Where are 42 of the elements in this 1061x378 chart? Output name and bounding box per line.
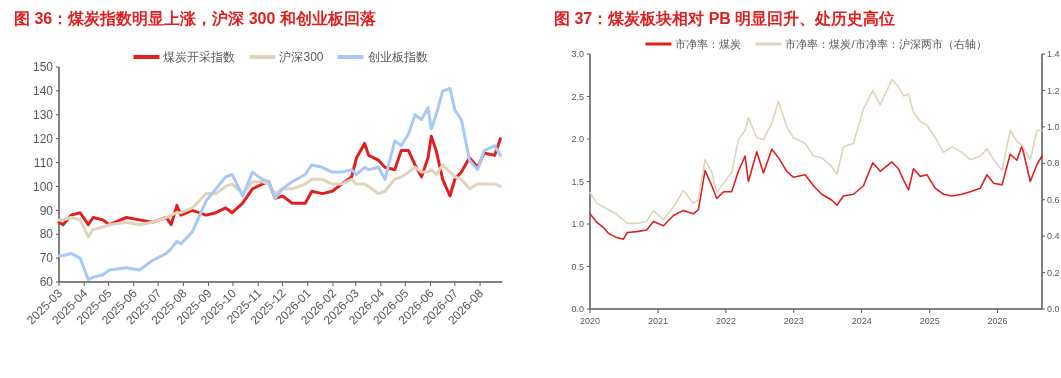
y2-tick-label: 1.4 [1047,49,1060,60]
x-tick-label: 2026 [987,316,1008,326]
y2-tick-label: 0.0 [1047,304,1060,315]
y-tick-label: 80 [39,227,54,242]
x-tick-label: 2025 [919,316,940,326]
legend-label: 市净率：煤炭/市净率：沪深两市（右轴） [785,37,987,50]
y-tick-label: 60 [39,275,54,290]
x-tick-label: 2023 [783,316,804,326]
line-series [589,78,1043,225]
chart-title: 图 37：煤炭板块相对 PB 明显回升、处历史高位 [554,9,896,27]
y-tick-label: 1.5 [571,176,584,187]
y-tick-label: 110 [33,155,54,170]
legend-label: 市净率：煤炭 [675,37,742,50]
y-tick-label: 2.0 [571,134,584,145]
legend-label: 创业板指数 [367,50,428,65]
y-tick-label: 2.5 [571,91,584,102]
y-tick-label: 100 [32,179,54,194]
y-tick-label: 1.0 [571,219,584,230]
y2-tick-label: 1.0 [1047,122,1060,133]
y2-tick-label: 0.4 [1047,231,1060,242]
line-series [589,145,1043,241]
x-tick-label: 2022 [715,316,736,326]
y-tick-label: 90 [39,203,54,218]
y-tick-label: 130 [32,107,54,122]
y-tick-label: 0.5 [571,261,584,272]
x-tick-label: 2021 [648,316,669,326]
legend-label: 沪深300 [279,50,324,65]
y-tick-label: 150 [32,60,54,75]
line-series [57,163,502,239]
chart-title: 图 36：煤炭指数明显上涨，沪深 300 和创业板回落 [14,9,376,27]
legend-label: 煤炭开采指数 [163,50,236,65]
x-tick-label: 2020 [579,316,601,326]
y2-tick-label: 0.8 [1047,158,1060,169]
y-tick-label: 0.0 [571,304,584,315]
y-tick-label: 120 [32,131,54,146]
y-tick-label: 3.0 [571,49,584,60]
y2-tick-label: 1.2 [1047,85,1060,96]
y2-tick-label: 0.2 [1047,267,1060,278]
x-tick-label: 2024 [851,316,872,326]
y2-tick-label: 0.6 [1047,194,1060,205]
y-tick-label: 140 [32,84,54,99]
y-tick-label: 70 [39,251,54,266]
